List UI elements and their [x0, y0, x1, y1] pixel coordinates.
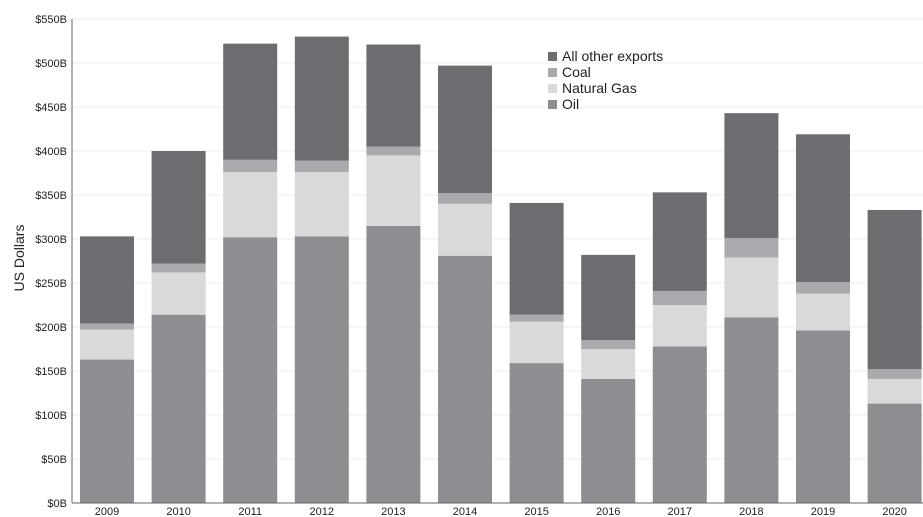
bar-segment-all-other-exports [223, 43, 278, 160]
y-tick-label: $400B [35, 146, 67, 158]
bar-segment-all-other-exports [509, 202, 564, 315]
bar-segment-coal [438, 193, 492, 204]
legend-label: Oil [562, 96, 579, 112]
x-tick-label: 2010 [166, 506, 190, 517]
bar-segment-natural-gas [796, 293, 850, 331]
y-tick-label: $50B [41, 454, 67, 466]
bar-segment-oil [652, 346, 707, 503]
y-tick-label: $350B [35, 190, 67, 202]
bar-segment-coal [796, 282, 850, 294]
x-tick-label: 2016 [596, 506, 620, 517]
bars [80, 36, 922, 504]
bar-segment-all-other-exports [80, 236, 134, 324]
bar-segment-all-other-exports [796, 134, 850, 283]
y-tick-label: $200B [35, 322, 67, 334]
y-axis: $0B $50B $100B $150B $200B $250B $300B $350B $40… [35, 14, 73, 510]
x-tick-label: 2020 [882, 506, 906, 517]
x-axis: 2009 2010 2011 2012 2013 2014 2015 2016 2017 2018… [72, 502, 923, 517]
bar-segment-coal [652, 290, 707, 305]
bar-segment-natural-gas [366, 155, 421, 226]
bar-segment-oil [366, 225, 421, 504]
bar-segment-all-other-exports [294, 36, 349, 161]
legend-swatch [548, 68, 557, 77]
bar-segment-coal [223, 159, 278, 173]
bar-segment-natural-gas [724, 257, 779, 318]
y-tick-label: $550B [35, 14, 67, 26]
bar-segment-all-other-exports [724, 113, 779, 239]
bar-segment-coal [80, 323, 134, 330]
x-tick-label: 2017 [668, 506, 692, 517]
bar-segment-natural-gas [151, 272, 206, 315]
y-tick-label: $500B [35, 58, 67, 70]
bar-segment-all-other-exports [151, 151, 206, 264]
legend-label: Natural Gas [562, 80, 637, 96]
legend-label: All other exports [562, 48, 663, 64]
bar-segment-oil [438, 255, 492, 503]
bar-segment-oil [796, 330, 850, 503]
bar-segment-natural-gas [223, 172, 278, 238]
y-tick-label: $0B [47, 498, 67, 510]
bar-segment-oil [151, 314, 206, 503]
bar-segment-natural-gas [509, 321, 564, 364]
bar-segment-natural-gas [438, 203, 492, 256]
bar-segment-all-other-exports [438, 65, 492, 194]
legend-label: Coal [562, 64, 591, 80]
bar-segment-coal [867, 369, 922, 379]
x-tick-label: 2019 [811, 506, 835, 517]
bar-segment-oil [80, 359, 134, 503]
x-tick-label: 2014 [453, 506, 477, 517]
y-tick-label: $150B [35, 366, 67, 378]
bar-segment-natural-gas [581, 349, 636, 379]
bar-segment-natural-gas [294, 172, 349, 237]
y-tick-label: $250B [35, 278, 67, 290]
bar-segment-all-other-exports [581, 254, 636, 341]
legend-swatch [548, 84, 557, 93]
bar-segment-oil [581, 378, 636, 503]
bar-segment-all-other-exports [366, 44, 421, 147]
bar-segment-natural-gas [867, 378, 922, 404]
bar-segment-coal [509, 314, 564, 322]
bar-segment-coal [294, 160, 349, 173]
bar-segment-oil [223, 237, 278, 504]
x-tick-label: 2013 [381, 506, 405, 517]
x-tick-label: 2015 [524, 506, 548, 517]
bar-segment-coal [366, 146, 421, 156]
bar-segment-oil [294, 236, 349, 504]
y-tick-label: $100B [35, 410, 67, 422]
y-axis-label: US Dollars [11, 225, 27, 292]
bar-segment-natural-gas [80, 329, 134, 360]
bar-segment-natural-gas [652, 305, 707, 347]
x-tick-label: 2009 [95, 506, 119, 517]
bar-segment-coal [151, 263, 206, 273]
bar-segment-all-other-exports [652, 192, 707, 291]
bar-segment-coal [724, 238, 779, 258]
bar-segment-oil [724, 317, 779, 503]
x-tick-label: 2018 [739, 506, 763, 517]
bar-segment-oil [509, 363, 564, 503]
legend-swatch [548, 52, 557, 61]
bar-segment-all-other-exports [867, 209, 922, 370]
y-tick-label: $450B [35, 102, 67, 114]
legend-swatch [548, 100, 557, 109]
bar-segment-oil [867, 403, 922, 503]
y-tick-label: $300B [35, 234, 67, 246]
bar-segment-coal [581, 340, 636, 349]
x-tick-label: 2011 [238, 506, 262, 517]
gridlines [72, 18, 923, 504]
x-tick-label: 2012 [310, 506, 334, 517]
